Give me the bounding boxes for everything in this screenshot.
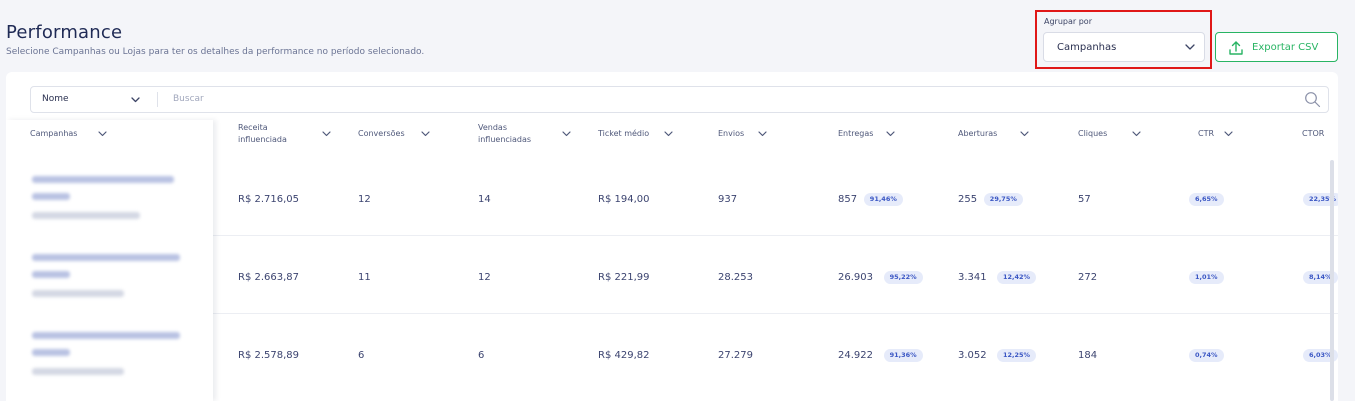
header-col-vendas[interactable]: Vendas influenciadas [478, 122, 531, 146]
performance-panel: Nome Buscar Campanhas Receita influenciada… [6, 72, 1338, 401]
cell-envios: 27.279 [718, 350, 753, 361]
group-by-highlight: Agrupar por Campanhas [1035, 10, 1212, 69]
header-label: Cliques [1078, 129, 1108, 138]
search-bar: Nome Buscar [30, 86, 1329, 113]
group-by-label: Agrupar por [1044, 17, 1092, 26]
header-col-envios[interactable]: Envios [718, 128, 744, 140]
header-label: influenciada [238, 135, 287, 144]
page-subtitle: Selecione Campanhas ou Lojas para ter os… [6, 47, 425, 57]
row-divider [213, 235, 1338, 236]
delivery-rate-badge: 91,36% [883, 349, 923, 362]
cell-aberturas: 255 [958, 194, 978, 205]
group-by-select[interactable]: Campanhas [1043, 32, 1205, 62]
header-label: Receita [238, 123, 268, 132]
chevron-down-icon [1185, 44, 1195, 50]
cell-entregas: 24.922 [838, 350, 873, 361]
cell-cliques: 184 [1078, 350, 1098, 361]
cell-envios: 28.253 [718, 272, 753, 283]
header-label: influenciadas [478, 135, 532, 144]
chevron-down-icon[interactable] [421, 131, 430, 137]
cell-ticket: R$ 194,00 [598, 194, 650, 205]
cell-aberturas: 3.052 [958, 350, 987, 361]
cell-entregas: 26.903 [838, 272, 873, 283]
cell-receita: R$ 2.578,89 [238, 350, 300, 361]
header-label: Campanhas [30, 129, 78, 138]
chevron-down-icon[interactable] [1020, 131, 1029, 137]
delivery-rate-badge: 95,22% [883, 271, 923, 284]
header-col-entregas[interactable]: Entregas [838, 128, 873, 140]
header-label: Aberturas [958, 129, 998, 138]
header-label: Vendas [478, 123, 507, 132]
chevron-down-icon[interactable] [664, 131, 673, 137]
header-label: CTOR [1302, 129, 1325, 138]
chevron-down-icon[interactable] [886, 131, 895, 137]
cell-ticket: R$ 429,82 [598, 350, 650, 361]
open-rate-badge: 12,25% [997, 349, 1037, 362]
ctor-badge: 8,14% [1303, 271, 1338, 284]
header-col-ticket[interactable]: Ticket médio [598, 128, 649, 140]
ctr-badge: 1,01% [1189, 271, 1224, 284]
cell-entregas: 857 [838, 194, 858, 205]
search-divider [157, 92, 158, 107]
chevron-down-icon[interactable] [1132, 131, 1141, 137]
header-col-aberturas[interactable]: Aberturas [958, 128, 997, 140]
group-by-selected-value: Campanhas [1057, 42, 1117, 53]
header-label: Envios [718, 129, 745, 138]
header-col-cliques[interactable]: Cliques [1078, 128, 1107, 140]
search-field-select[interactable]: Nome [42, 94, 69, 104]
cell-receita: R$ 2.663,87 [238, 272, 300, 283]
cell-envios: 937 [718, 194, 738, 205]
header-col-campanhas[interactable]: Campanhas [30, 128, 77, 140]
chevron-down-icon[interactable] [131, 97, 140, 103]
cell-conversoes: 6 [358, 350, 365, 361]
ctr-badge: 0,74% [1189, 349, 1224, 362]
header-col-receita[interactable]: Receita influenciada [238, 122, 287, 146]
header-col-ctr[interactable]: CTR [1198, 128, 1214, 140]
upload-icon [1229, 41, 1243, 55]
ctor-badge: 22,35% [1303, 193, 1338, 206]
cell-aberturas: 3.341 [958, 272, 987, 283]
ctr-badge: 6,65% [1189, 193, 1224, 206]
chevron-down-icon[interactable] [758, 131, 767, 137]
cell-conversoes: 11 [358, 272, 371, 283]
cell-receita: R$ 2.716,05 [238, 194, 300, 205]
export-csv-label: Exportar CSV [1252, 42, 1319, 53]
page-title: Performance [6, 22, 123, 43]
cell-vendas: 6 [478, 350, 485, 361]
row-divider [213, 313, 1338, 314]
cell-ticket: R$ 221,99 [598, 272, 650, 283]
chevron-down-icon[interactable] [98, 131, 107, 137]
open-rate-badge: 29,75% [983, 193, 1023, 206]
cell-conversoes: 12 [358, 194, 371, 205]
header-label: CTR [1198, 129, 1215, 138]
cell-cliques: 272 [1078, 272, 1098, 283]
chevron-down-icon[interactable] [562, 131, 571, 137]
header-col-conversoes[interactable]: Conversões [358, 128, 405, 140]
search-icon[interactable] [1304, 91, 1321, 108]
search-input[interactable]: Buscar [173, 94, 204, 104]
cell-vendas: 12 [478, 272, 491, 283]
header-label: Entregas [838, 129, 874, 138]
delivery-rate-badge: 91,46% [863, 193, 903, 206]
header-label: Conversões [358, 129, 405, 138]
header-label: Ticket médio [598, 129, 650, 138]
vertical-scrollbar[interactable] [1330, 160, 1334, 401]
export-csv-button[interactable]: Exportar CSV [1215, 32, 1338, 62]
chevron-down-icon[interactable] [322, 131, 331, 137]
campaign-names-column [6, 120, 213, 401]
cell-vendas: 14 [478, 194, 491, 205]
cell-cliques: 57 [1078, 194, 1091, 205]
header-col-ctor[interactable]: CTOR [1302, 128, 1324, 140]
chevron-down-icon[interactable] [1224, 131, 1233, 137]
ctor-badge: 6,03% [1303, 349, 1338, 362]
open-rate-badge: 12,42% [997, 271, 1037, 284]
